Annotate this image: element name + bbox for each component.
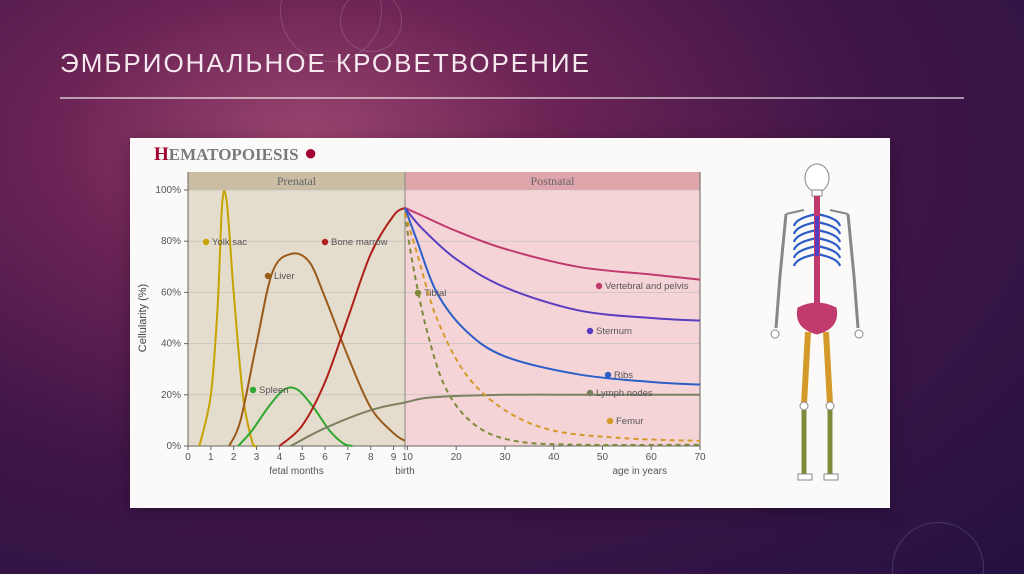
clavicle-right <box>830 210 848 214</box>
rib-left <box>794 254 817 266</box>
jaw <box>812 190 822 196</box>
prenatal-x-label: fetal months <box>269 466 323 477</box>
series-marker-vertebral <box>596 283 602 289</box>
y-tick-label: 100% <box>155 185 181 196</box>
foot-left <box>798 474 812 480</box>
y-tick-label: 80% <box>161 236 181 247</box>
x-tick-label: 30 <box>499 452 511 463</box>
series-marker-bone_marrow <box>322 239 328 245</box>
humerus-left <box>780 214 786 276</box>
x-tick-label: 9 <box>391 452 397 463</box>
series-marker-liver <box>265 273 271 279</box>
y-tick-label: 40% <box>161 339 181 350</box>
series-label-ribs: Ribs <box>614 370 633 381</box>
x-tick-label: 3 <box>254 452 260 463</box>
y-tick-label: 0% <box>167 441 182 452</box>
cervical-spine <box>814 196 820 212</box>
x-tick-label: 5 <box>299 452 305 463</box>
figure-title: HEMATOPOIESIS ● <box>154 144 317 166</box>
series-marker-yolk_sac <box>203 239 209 245</box>
forearm-right <box>854 276 858 328</box>
x-tick-label: 10 <box>402 452 414 463</box>
postnatal-label: Postnatal <box>531 174 576 188</box>
x-tick-label: 6 <box>322 452 328 463</box>
knee-right <box>826 402 834 410</box>
hand-left <box>771 330 779 338</box>
series-label-liver: Liver <box>274 271 295 282</box>
x-tick-label: 60 <box>646 452 658 463</box>
y-axis-label: Cellularity (%) <box>137 284 149 352</box>
x-tick-label: 8 <box>368 452 374 463</box>
x-tick-label: 70 <box>694 452 706 463</box>
x-tick-label: 50 <box>597 452 609 463</box>
slide: ЭМБРИОНАЛЬНОЕ КРОВЕТВОРЕНИЕ HEMATOPOIESI… <box>0 0 1024 574</box>
series-marker-sternum <box>587 328 593 334</box>
figure-title-cap: H <box>154 144 169 165</box>
series-marker-tibial <box>415 290 421 296</box>
foot-right <box>824 474 838 480</box>
pelvis <box>797 303 836 334</box>
knee-left <box>800 402 808 410</box>
clavicle-left <box>786 210 804 214</box>
series-label-femur: Femur <box>616 416 643 427</box>
forearm-left <box>776 276 780 328</box>
series-marker-lymph_nodes <box>587 390 593 396</box>
series-label-lymph_nodes: Lymph nodes <box>596 388 653 399</box>
series-label-vertebral: Vertebral and pelvis <box>605 281 689 292</box>
x-tick-label: 2 <box>231 452 237 463</box>
femur-left <box>804 332 808 404</box>
sternum <box>815 216 819 256</box>
postnatal-x-label: age in years <box>613 466 667 477</box>
x-tick-label: 0 <box>185 452 191 463</box>
skeleton-diagram <box>762 158 872 488</box>
humerus-right <box>848 214 854 276</box>
series-marker-femur <box>607 418 613 424</box>
birth-label: birth <box>395 466 414 477</box>
series-marker-spleen <box>250 387 256 393</box>
series-label-bone_marrow: Bone marrow <box>331 237 388 248</box>
chart-svg: Prenatal Postnatal 0% 20% 40% 60% 80% 100% Cellu… <box>130 168 750 498</box>
skeleton-svg <box>762 158 872 488</box>
figure-title-rest: EMATOPOIESIS <box>169 145 299 164</box>
x-tick-label: 20 <box>451 452 463 463</box>
hand-right <box>855 330 863 338</box>
x-tick-label: 40 <box>548 452 560 463</box>
skull <box>805 164 829 192</box>
series-label-yolk_sac: Yolk sac <box>212 237 247 248</box>
series-marker-ribs <box>605 372 611 378</box>
slide-title: ЭМБРИОНАЛЬНОЕ КРОВЕТВОРЕНИЕ <box>60 48 964 99</box>
x-tick-label: 7 <box>345 452 351 463</box>
decorative-circle <box>892 522 984 574</box>
title-dot-icon: ● <box>299 140 318 165</box>
x-tick-label: 4 <box>277 452 283 463</box>
hematopoiesis-figure: HEMATOPOIESIS ● PrenatalPostnatal0%20%40… <box>130 138 890 508</box>
prenatal-label: Prenatal <box>277 174 317 188</box>
rib-right <box>817 254 840 266</box>
y-tick-label: 60% <box>161 287 181 298</box>
femur-right <box>826 332 830 404</box>
y-tick-label: 20% <box>161 390 181 401</box>
chart-area: Prenatal Postnatal 0% 20% 40% 60% 80% 100% Cellu… <box>130 168 750 498</box>
series-label-sternum: Sternum <box>596 326 632 337</box>
series-label-spleen: Spleen <box>259 385 289 396</box>
x-tick-label: 1 <box>208 452 214 463</box>
